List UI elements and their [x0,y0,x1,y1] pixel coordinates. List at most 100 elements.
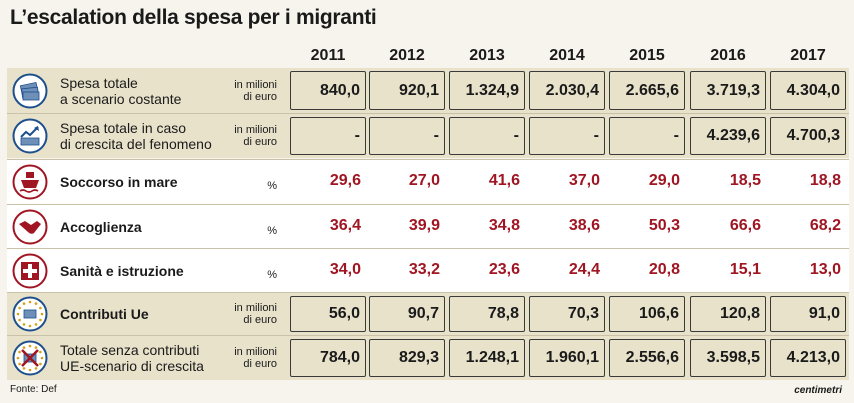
table-cell-totale-2017: 4.213,0 [770,339,846,377]
row-label: Sanità e istruzione [60,263,184,279]
page-title: L’escalation della spesa per i migranti [10,6,377,29]
table-cell-soccorso-2017: 18,8 [809,172,841,189]
table-cell-contributi-2015: 106,6 [609,296,685,332]
table-cell-accoglienza-2015: 50,3 [648,217,680,234]
table-cell-totale-2011: 784,0 [290,339,366,377]
ship-icon [12,164,48,200]
table-cell-soccorso-2014: 37,0 [568,172,600,189]
row-unit: % [197,180,277,192]
table-cell-soccorso-2011: 29,6 [329,172,361,189]
row-unit: % [197,269,277,281]
eu-crossed-icon [12,340,48,376]
table-cell-contributi-2013: 78,8 [449,296,525,332]
row-label-line: Spesa totale in caso [60,120,187,136]
table-row-accoglienza: Accoglienza% 36,4 39,9 34,8 38,6 50,3 66,6 68,2 [7,205,849,248]
table-cell-sanita-2015: 20,8 [648,261,680,278]
table-cell-spesa-crescita-2014: - [529,117,605,155]
table-cell-contributi-2012: 90,7 [369,296,445,332]
table-cell-totale-2016: 3.598,5 [690,339,766,377]
brand-logo: centimetri [794,385,842,396]
money-bills-icon [12,73,48,109]
table-cell-totale-2015: 2.556,6 [609,339,685,377]
table-cell-accoglienza-2013: 34,8 [488,217,520,234]
table-row-spesa-crescita: Spesa totale in caso di crescita del feno… [7,114,849,158]
table-cell-accoglienza-2011: 36,4 [329,217,361,234]
row-label: Totale senza contributi UE-scenario di cr… [60,342,204,374]
row-unit-line: % [267,268,277,281]
row-unit-line: in milioni [234,124,277,136]
table-cell-totale-2012: 829,3 [369,339,445,377]
table-cell-sanita-2012: 33,2 [408,261,440,278]
row-unit: in milioni di euro [197,124,277,148]
year-header-2017: 2017 [790,47,826,64]
row-unit: % [197,225,277,237]
table-cell-accoglienza-2012: 39,9 [408,217,440,234]
table-cell-spesa-totale-2012: 920,1 [369,71,445,110]
table-cell-spesa-totale-2011: 840,0 [290,71,366,110]
table-cell-accoglienza-2016: 66,6 [729,217,761,234]
table-cell-soccorso-2015: 29,0 [648,172,680,189]
table-cell-sanita-2013: 23,6 [488,261,520,278]
table-row-soccorso: Soccorso in mare% 29,6 27,0 41,6 37,0 29,0 18,… [7,160,849,204]
row-label-line: Accoglienza [60,218,142,235]
row-divider [7,335,849,336]
table-cell-spesa-crescita-2012: - [369,117,445,155]
row-divider [7,292,849,293]
table-cell-spesa-totale-2013: 1.324,9 [449,71,525,110]
table-cell-sanita-2017: 13,0 [809,261,841,278]
table-cell-contributi-2016: 120,8 [690,296,766,332]
year-header-2015: 2015 [629,47,665,64]
year-header-2011: 2011 [310,47,346,64]
row-label: Spesa totale in caso di crescita del feno… [60,120,212,152]
table-row-totale: Totale senza contributi UE-scenario di cr… [7,336,849,380]
row-label: Soccorso in mare [60,174,178,190]
table-cell-soccorso-2012: 27,0 [408,172,440,189]
source-note: Fonte: Def [10,384,57,395]
row-unit-line: di euro [243,90,277,103]
table-cell-totale-2013: 1.248,1 [449,339,525,377]
row-unit-line: di euro [243,314,277,326]
table-cell-spesa-totale-2014: 2.030,4 [529,71,605,110]
table-cell-accoglienza-2014: 38,6 [568,217,600,234]
table-cell-sanita-2011: 34,0 [329,261,361,278]
row-label-line: Sanità e istruzione [60,262,184,279]
table-cell-contributi-2017: 91,0 [770,296,846,332]
row-unit: in milioni di euro [197,79,277,103]
row-label-line: Spesa totale [60,74,138,91]
table-cell-contributi-2011: 56,0 [290,296,366,332]
row-label-line: UE-scenario di crescita [60,358,204,374]
row-unit-line: di euro [243,358,277,370]
table-cell-sanita-2014: 24,4 [568,261,600,278]
row-unit-line: % [267,224,277,237]
year-header-2012: 2012 [389,47,425,64]
table-cell-accoglienza-2017: 68,2 [809,217,841,234]
table-cell-spesa-totale-2016: 3.719,3 [690,71,766,110]
row-unit-line: % [267,180,277,192]
row-label: Contributi Ue [60,306,149,322]
row-unit-line: di euro [243,136,277,148]
year-header-2013: 2013 [469,47,505,64]
table-cell-spesa-crescita-2013: - [449,117,525,155]
row-unit: in milioni di euro [197,346,277,370]
table-cell-spesa-crescita-2016: 4.239,6 [690,117,766,155]
eu-stars-icon [12,296,48,332]
row-divider [7,204,849,205]
row-divider [7,159,849,160]
row-label-line: Soccorso in mare [60,174,178,190]
growth-chart-icon [12,118,48,154]
table-cell-soccorso-2016: 18,5 [729,172,761,189]
row-unit-line: in milioni [234,302,277,314]
row-unit-line: in milioni [234,346,277,358]
table-cell-sanita-2016: 15,1 [729,261,761,278]
row-label-line: a scenario costante [60,90,182,107]
table-cell-spesa-totale-2017: 4.304,0 [770,71,846,110]
row-label: Accoglienza [60,219,142,235]
row-unit-line: in milioni [234,78,277,91]
table-row-sanita: Sanità e istruzione% 34,0 33,2 23,6 24,4 20,8… [7,249,849,292]
table-cell-spesa-crescita-2015: - [609,117,685,155]
medical-cross-icon [12,253,48,289]
table-cell-spesa-totale-2015: 2.665,6 [609,71,685,110]
year-header-2016: 2016 [710,47,746,64]
table-row-contributi: Contributi Ue in milioni di euro 56,0 90,7 78… [7,293,849,335]
